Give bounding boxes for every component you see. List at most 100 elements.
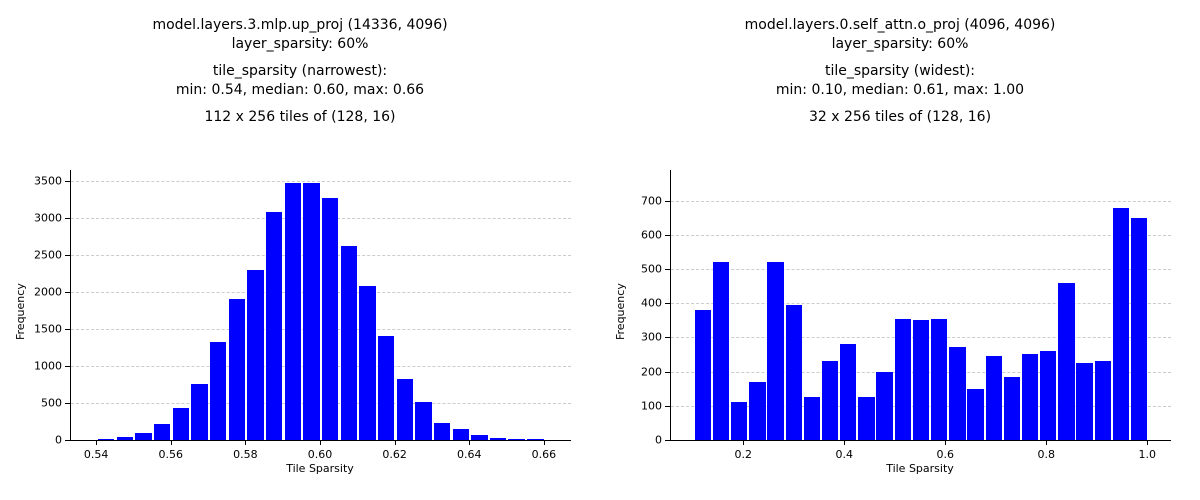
panel-left: model.layers.3.mlp.up_proj (14336, 4096)…: [0, 0, 600, 500]
xtick-label: 0.66: [532, 448, 557, 461]
left-titles: model.layers.3.mlp.up_proj (14336, 4096)…: [0, 0, 600, 126]
histogram-bar: [471, 435, 487, 440]
histogram-bar: [931, 319, 947, 440]
histogram-bar: [1058, 283, 1074, 440]
histogram-bar: [695, 310, 711, 440]
xtick-label: 0.8: [1038, 448, 1056, 461]
histogram-bar: [341, 246, 357, 440]
histogram-bar: [949, 347, 965, 440]
ytick-label: 0: [28, 434, 62, 447]
histogram-bar: [490, 438, 506, 440]
histogram-bar: [135, 433, 151, 440]
histogram-bar: [210, 342, 226, 440]
ytick-mark: [65, 440, 70, 441]
ytick-label: 3000: [28, 212, 62, 225]
ytick-mark: [65, 181, 70, 182]
left-title-line2: layer_sparsity: 60%: [0, 35, 600, 54]
ytick-mark: [665, 235, 670, 236]
left-title-line4: min: 0.54, median: 0.60, max: 0.66: [0, 81, 600, 100]
xtick-label: 0.2: [734, 448, 752, 461]
ytick-mark: [65, 366, 70, 367]
histogram-bar: [967, 389, 983, 440]
histogram-bar: [173, 408, 189, 440]
ytick-label: 200: [628, 365, 662, 378]
xtick-mark: [171, 440, 172, 445]
ytick-mark: [65, 403, 70, 404]
ytick-mark: [665, 406, 670, 407]
ytick-label: 500: [628, 263, 662, 276]
histogram-bar: [303, 183, 319, 440]
histogram-bar: [840, 344, 856, 440]
left-ylabel: Frequency: [14, 283, 27, 340]
right-title-line4: min: 0.10, median: 0.61, max: 1.00: [600, 81, 1200, 100]
ytick-label: 1000: [28, 360, 62, 373]
xtick-label: 0.54: [84, 448, 109, 461]
histogram-bar: [508, 439, 524, 440]
histogram-bar: [804, 397, 820, 440]
xtick-mark: [1046, 440, 1047, 445]
ytick-mark: [65, 329, 70, 330]
right-title-line3: tile_sparsity (widest):: [600, 62, 1200, 81]
histogram-bar: [822, 361, 838, 440]
histogram-bar: [986, 356, 1002, 440]
histogram-bar: [1131, 218, 1147, 440]
xtick-mark: [320, 440, 321, 445]
histogram-bar: [117, 437, 133, 440]
histogram-bar: [767, 262, 783, 440]
xtick-mark: [743, 440, 744, 445]
histogram-bar: [434, 423, 450, 440]
grid-line: [71, 181, 571, 182]
xtick-label: 0.62: [382, 448, 407, 461]
histogram-bar: [266, 212, 282, 440]
histogram-bar: [359, 286, 375, 440]
left-plot-area: [70, 170, 571, 441]
histogram-bar: [1022, 354, 1038, 440]
panel-right: model.layers.0.self_attn.o_proj (4096, 4…: [600, 0, 1200, 500]
histogram-bar: [322, 198, 338, 440]
histogram-bar: [786, 305, 802, 440]
xtick-mark: [945, 440, 946, 445]
histogram-bar: [453, 429, 469, 440]
ytick-label: 2500: [28, 249, 62, 262]
histogram-bar: [229, 299, 245, 440]
xtick-label: 0.60: [308, 448, 333, 461]
ytick-label: 300: [628, 331, 662, 344]
ytick-label: 500: [28, 397, 62, 410]
ytick-mark: [665, 201, 670, 202]
ytick-label: 600: [628, 228, 662, 241]
xtick-mark: [844, 440, 845, 445]
left-title-line5: 112 x 256 tiles of (128, 16): [0, 108, 600, 127]
histogram-bar: [895, 319, 911, 440]
xtick-mark: [96, 440, 97, 445]
histogram-bar: [1113, 208, 1129, 440]
histogram-bar: [913, 320, 929, 440]
ytick-label: 100: [628, 399, 662, 412]
ytick-label: 2000: [28, 286, 62, 299]
xtick-label: 1.0: [1139, 448, 1157, 461]
histogram-bar: [1076, 363, 1092, 440]
right-title-line1: model.layers.0.self_attn.o_proj (4096, 4…: [600, 16, 1200, 35]
ytick-label: 3500: [28, 175, 62, 188]
histogram-bar: [415, 402, 431, 440]
histogram-bar: [1040, 351, 1056, 440]
histogram-bar: [397, 379, 413, 440]
xtick-mark: [544, 440, 545, 445]
left-title-line3: tile_sparsity (narrowest):: [0, 62, 600, 81]
right-ylabel: Frequency: [614, 283, 627, 340]
right-title-line5: 32 x 256 tiles of (128, 16): [600, 108, 1200, 127]
histogram-bar: [749, 382, 765, 440]
ytick-mark: [65, 218, 70, 219]
ytick-mark: [665, 372, 670, 373]
left-xlabel: Tile Sparsity: [70, 462, 570, 475]
right-title-line2: layer_sparsity: 60%: [600, 35, 1200, 54]
ytick-label: 700: [628, 194, 662, 207]
ytick-mark: [665, 269, 670, 270]
xtick-label: 0.64: [457, 448, 482, 461]
xtick-label: 0.56: [158, 448, 183, 461]
xtick-label: 0.58: [233, 448, 258, 461]
ytick-label: 400: [628, 297, 662, 310]
histogram-bar: [713, 262, 729, 440]
histogram-bar: [378, 336, 394, 440]
grid-line: [671, 269, 1171, 270]
xtick-mark: [395, 440, 396, 445]
